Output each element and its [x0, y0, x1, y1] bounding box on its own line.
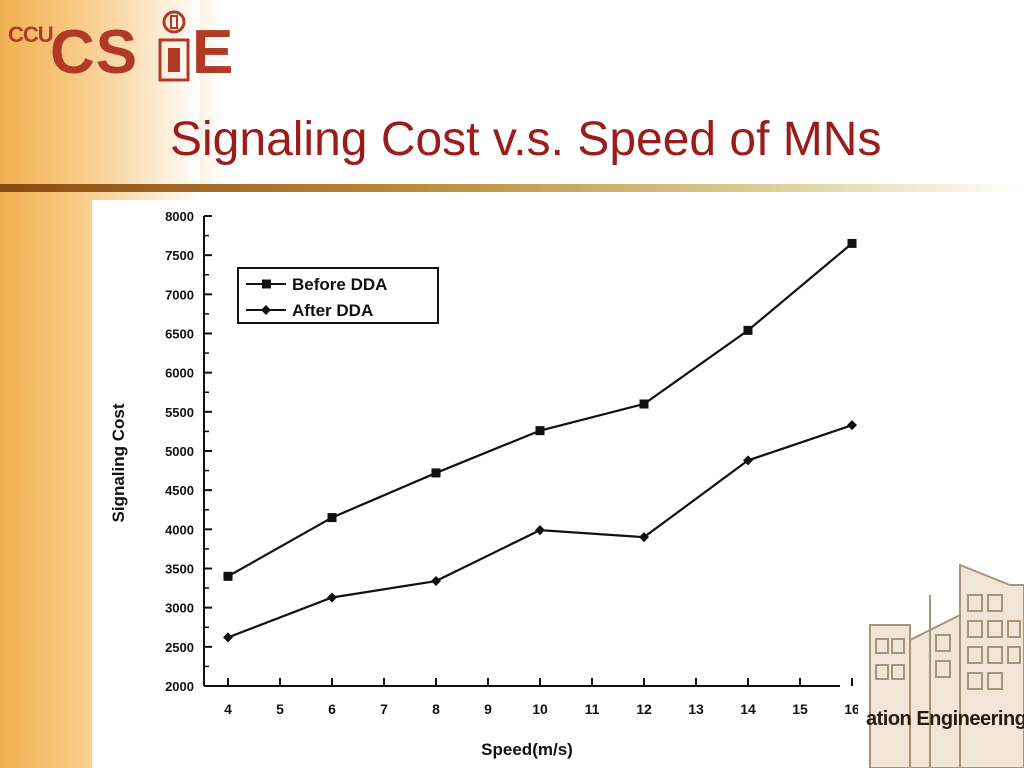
x-axis-ticks: 4 5 6 7 8 9 10 11 12 13 14 15 16	[224, 678, 858, 717]
y-tick-label: 7000	[165, 287, 194, 302]
logo-ccu-text: CCU	[8, 22, 54, 47]
chart-legend: Before DDA After DDA	[237, 267, 439, 324]
y-tick-label: 2000	[165, 679, 194, 694]
logo-e-text: E	[192, 18, 234, 87]
y-tick-label: 7500	[165, 248, 194, 263]
chart-panel: 2000 2500 3000 3500 4000 4500 5000 5500 6000 6500…	[92, 200, 858, 768]
x-tick-label: 16	[844, 701, 858, 717]
data-point-diamond	[847, 420, 857, 431]
legend-label: Before DDA	[292, 275, 387, 294]
y-tick-label: 2500	[165, 640, 194, 655]
x-tick-label: 6	[328, 701, 336, 717]
x-tick-label: 8	[432, 701, 440, 717]
building-illustration-icon	[869, 563, 1024, 768]
x-tick-label: 5	[276, 701, 284, 717]
legend-marker-square	[262, 279, 271, 289]
x-tick-label: 7	[380, 701, 388, 717]
series-layer	[223, 238, 857, 643]
legend-label: After DDA	[292, 301, 373, 320]
data-point-diamond	[223, 632, 233, 643]
x-tick-label: 13	[688, 701, 704, 717]
line-chart: 2000 2500 3000 3500 4000 4500 5000 5500 6000 6500…	[109, 209, 858, 759]
ccu-csie-logo: CCU CS E	[8, 8, 248, 88]
data-point-square	[327, 513, 337, 523]
data-point-diamond	[431, 576, 441, 587]
y-axis-ticks: 2000 2500 3000 3500 4000 4500 5000 5500 6000 6500…	[165, 209, 212, 694]
x-tick-label: 14	[740, 701, 756, 717]
data-point-square	[431, 468, 441, 478]
legend-box	[237, 267, 439, 324]
data-point-square	[743, 325, 753, 335]
x-tick-label: 11	[585, 701, 600, 717]
x-tick-label: 12	[636, 701, 652, 717]
x-tick-label: 9	[484, 701, 492, 717]
footer-text-fragment: ation Engineering	[866, 708, 1024, 730]
y-tick-label: 8000	[165, 209, 194, 224]
data-point-square	[223, 571, 233, 581]
y-tick-label: 5000	[165, 444, 194, 459]
x-tick-label: 4	[224, 701, 232, 717]
data-point-diamond	[535, 525, 545, 536]
data-point-square	[847, 238, 857, 248]
data-point-square	[639, 399, 649, 409]
legend-marker-diamond	[261, 305, 271, 315]
y-tick-label: 3500	[165, 562, 194, 577]
y-tick-label: 6000	[165, 366, 194, 381]
y-tick-label: 3000	[165, 601, 194, 616]
data-point-square	[535, 426, 545, 436]
y-tick-label: 6500	[165, 327, 194, 342]
x-axis-label: Speed(m/s)	[481, 740, 573, 759]
data-point-diamond	[743, 455, 753, 466]
logo-cs-text: CS	[50, 18, 139, 87]
data-point-diamond	[327, 592, 337, 603]
y-tick-label: 4000	[165, 522, 194, 537]
y-tick-label: 5500	[165, 405, 194, 420]
slide-title: Signaling Cost v.s. Speed of MNs	[170, 113, 882, 166]
x-tick-label: 10	[532, 701, 548, 717]
title-divider	[0, 184, 1024, 192]
x-tick-label: 15	[792, 701, 808, 717]
data-point-diamond	[639, 532, 649, 543]
y-tick-label: 4500	[165, 483, 194, 498]
logo-i-mark-icon	[158, 10, 190, 82]
y-axis-label: Signaling Cost	[109, 403, 128, 522]
